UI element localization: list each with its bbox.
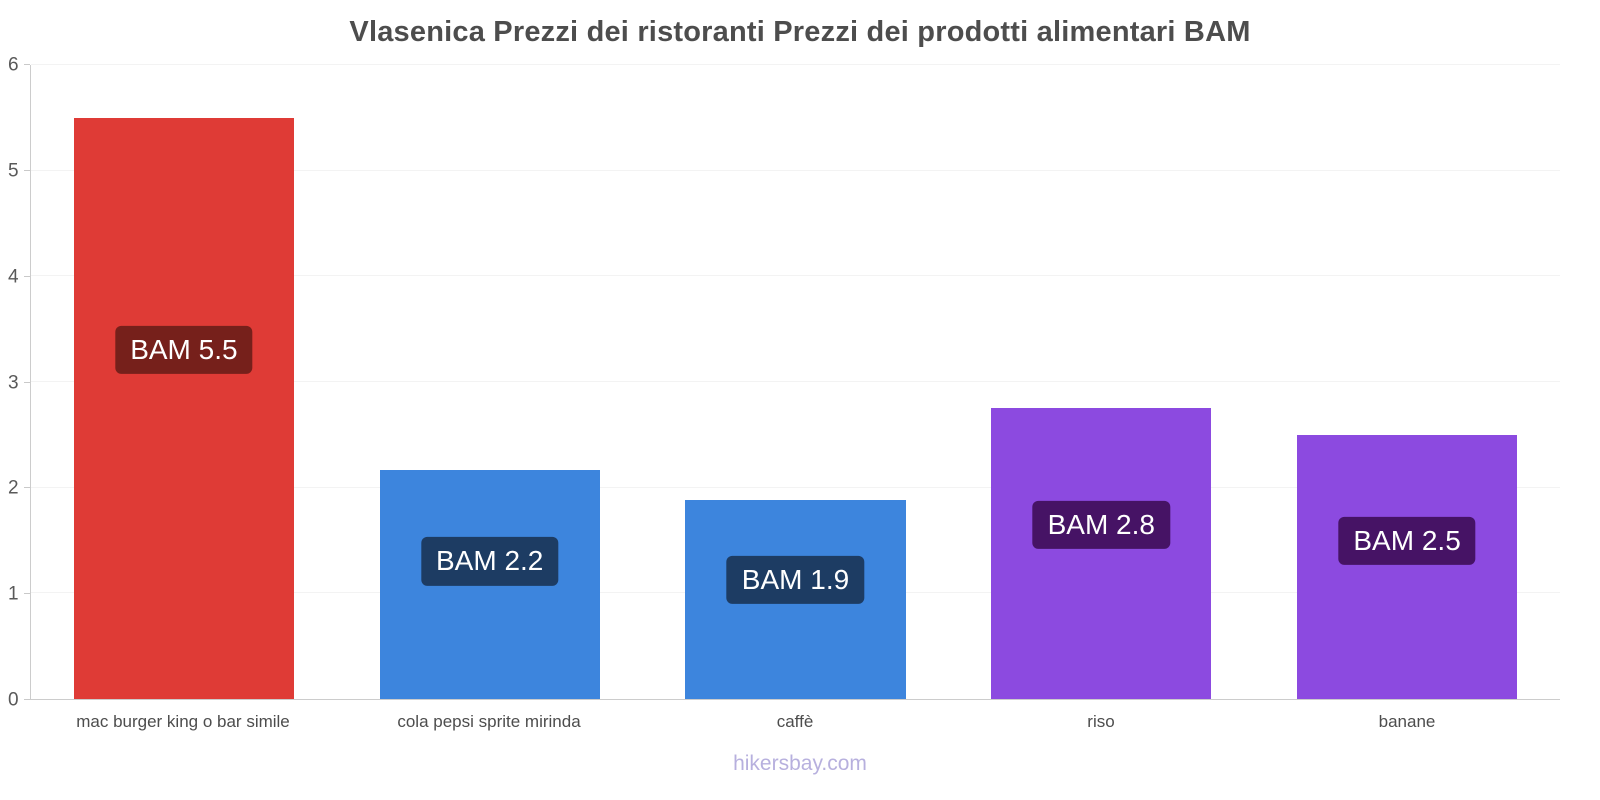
gridline <box>31 64 1560 65</box>
gridline <box>31 169 1560 171</box>
x-axis-label: caffè <box>776 712 814 731</box>
y-tick-label: 4 <box>8 266 19 288</box>
bar: BAM 2.8 <box>991 408 1212 699</box>
bar-value-label: BAM 2.2 <box>420 537 559 586</box>
x-axis-label: riso <box>1087 712 1115 731</box>
x-axis-label: mac burger king o bar simile <box>76 712 290 731</box>
bar-value-label: BAM 2.5 <box>1338 516 1476 565</box>
plot-area: BAM 5.5 BAM 2.2 BAM 1.9 BAM 2.8 BAM 2.5 <box>30 64 1560 700</box>
bar-slot: BAM 2.5 <box>1254 65 1560 699</box>
x-axis-labels: mac burger king o bar simile cola pepsi s… <box>30 712 1560 732</box>
bar: BAM 1.9 <box>685 500 906 699</box>
footer-link[interactable]: hikersbay.com <box>733 752 867 775</box>
gridline <box>31 486 1560 488</box>
bar-slot: BAM 5.5 <box>31 65 337 699</box>
y-tick-mark <box>24 593 30 595</box>
y-tick-mark <box>24 275 30 277</box>
bar-slot: BAM 2.2 <box>337 65 643 699</box>
bar-slot: BAM 2.8 <box>948 65 1254 699</box>
y-tick-label: 1 <box>8 583 19 605</box>
bar-value-label: BAM 1.9 <box>726 555 865 604</box>
y-tick-label: 0 <box>8 689 19 711</box>
gridline <box>31 381 1560 382</box>
y-tick-mark <box>24 487 30 489</box>
y-tick-mark <box>24 169 30 171</box>
bar-value-label: BAM 5.5 <box>115 326 253 375</box>
y-tick-label: 6 <box>8 54 19 76</box>
gridline <box>31 275 1560 277</box>
bar: BAM 2.5 <box>1297 434 1518 699</box>
y-tick-label: 3 <box>8 372 19 393</box>
y-tick-mark <box>24 64 30 65</box>
bar: BAM 2.2 <box>379 469 600 699</box>
x-axis-label: cola pepsi sprite mirinda <box>397 712 581 731</box>
y-tick-label: 2 <box>8 477 19 499</box>
y-axis: 0 1 2 3 4 5 6 <box>0 56 30 710</box>
y-tick-mark <box>24 699 30 700</box>
y-tick-label: 5 <box>8 160 19 182</box>
chart-title: Vlasenica Prezzi dei ristoranti Prezzi d… <box>349 16 1251 48</box>
bar-value-label: BAM 2.8 <box>1032 500 1170 549</box>
bar: BAM 5.5 <box>73 117 294 699</box>
bar-slot: BAM 1.9 <box>643 65 949 699</box>
x-axis-label: banane <box>1378 712 1436 731</box>
y-tick-mark <box>24 381 30 383</box>
